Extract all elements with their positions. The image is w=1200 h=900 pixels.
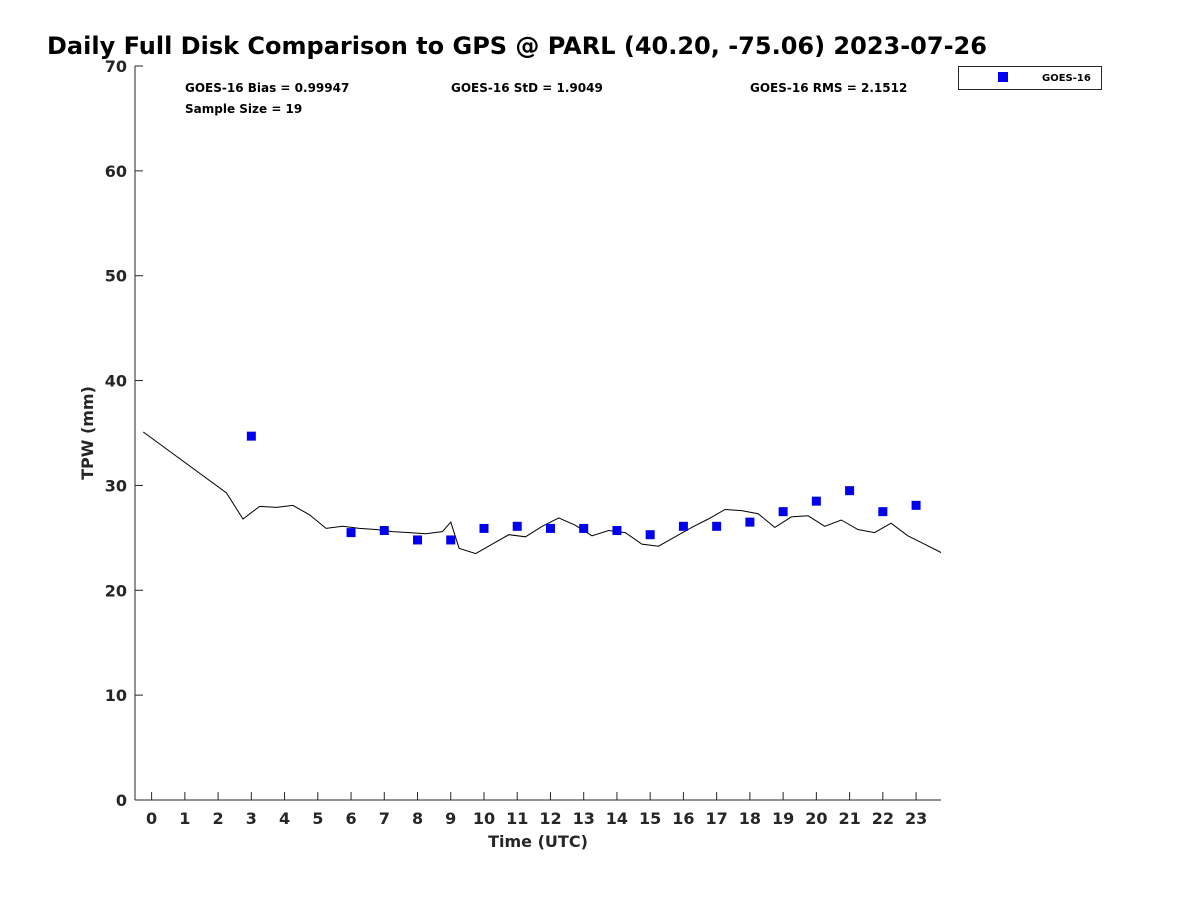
goes-16-point xyxy=(246,431,256,441)
y-tick-label: 10 xyxy=(105,686,127,705)
legend-box xyxy=(958,66,1102,90)
x-tick-label: 10 xyxy=(473,809,495,828)
x-tick-label: 19 xyxy=(772,809,794,828)
y-axis-label: TPW (mm) xyxy=(78,386,97,480)
stat-bias: GOES-16 Bias = 0.99947 xyxy=(185,81,349,95)
stat-rms: GOES-16 RMS = 2.1512 xyxy=(750,81,907,95)
plot-area xyxy=(134,66,941,801)
goes-16-point xyxy=(778,507,788,517)
x-tick-label: 11 xyxy=(506,809,528,828)
x-tick-label: 5 xyxy=(312,809,323,828)
x-tick-label: 3 xyxy=(246,809,257,828)
x-tick-label: 9 xyxy=(445,809,456,828)
chart-title: Daily Full Disk Comparison to GPS @ PARL… xyxy=(47,32,987,60)
y-tick-label: 50 xyxy=(105,267,127,286)
x-tick-label: 22 xyxy=(872,809,894,828)
goes-16-point xyxy=(845,486,855,496)
x-tick-group: 0 1 2 3 4 5 6 7 8 9 10 11 12 13 14 15 16 17 18 19 20 21 22 23 xyxy=(146,792,927,828)
y-tick-label: 70 xyxy=(105,57,127,76)
goes-16-point xyxy=(446,535,456,545)
x-tick-label: 13 xyxy=(573,809,595,828)
x-tick-label: 15 xyxy=(639,809,661,828)
goes-16-point xyxy=(579,523,589,533)
legend-label-goes-16: GOES-16 xyxy=(1042,73,1091,84)
legend: GOES-16 xyxy=(958,66,1102,90)
y-tick-label: 40 xyxy=(105,372,127,391)
goes-16-point xyxy=(878,507,888,517)
goes-16-series xyxy=(246,431,921,545)
goes-16-point xyxy=(745,517,755,527)
legend-marker-goes-16 xyxy=(998,72,1008,82)
x-tick-label: 20 xyxy=(805,809,827,828)
x-tick-label: 21 xyxy=(838,809,860,828)
x-tick-label: 16 xyxy=(672,809,694,828)
stat-sample-size: Sample Size = 19 xyxy=(185,102,302,116)
x-tick-label: 12 xyxy=(539,809,561,828)
y-tick-label: 20 xyxy=(105,581,127,600)
goes-16-point xyxy=(911,500,921,510)
y-tick-label: 30 xyxy=(105,476,127,495)
goes-16-point xyxy=(479,523,489,533)
x-tick-label: 18 xyxy=(739,809,761,828)
x-axis-label: Time (UTC) xyxy=(488,832,588,851)
goes-16-point xyxy=(712,521,722,531)
x-tick-label: 1 xyxy=(179,809,190,828)
goes-16-point xyxy=(413,535,423,545)
x-tick-label: 7 xyxy=(379,809,390,828)
goes-16-point xyxy=(379,526,389,536)
x-tick-label: 6 xyxy=(345,809,356,828)
goes-16-point xyxy=(678,521,688,531)
x-tick-label: 0 xyxy=(146,809,157,828)
goes-16-point xyxy=(811,496,821,506)
stats-annotation: GOES-16 Bias = 0.99947 GOES-16 StD = 1.9… xyxy=(185,81,907,116)
x-tick-label: 14 xyxy=(606,809,628,828)
goes-16-point xyxy=(346,528,356,538)
y-tick-label: 60 xyxy=(105,162,127,181)
x-tick-label: 17 xyxy=(706,809,728,828)
gps-series-line xyxy=(143,431,942,555)
goes-16-point xyxy=(512,521,522,531)
x-tick-label: 8 xyxy=(412,809,423,828)
x-tick-label: 4 xyxy=(279,809,290,828)
goes-16-point xyxy=(612,526,622,536)
x-tick-label: 2 xyxy=(213,809,224,828)
goes-16-point xyxy=(645,530,655,540)
stat-std: GOES-16 StD = 1.9049 xyxy=(451,81,603,95)
x-tick-label: 23 xyxy=(905,809,927,828)
y-tick-label: 0 xyxy=(116,791,127,810)
y-tick-group: 0 10 20 30 40 50 60 70 xyxy=(105,57,143,810)
goes-16-point xyxy=(545,523,555,533)
